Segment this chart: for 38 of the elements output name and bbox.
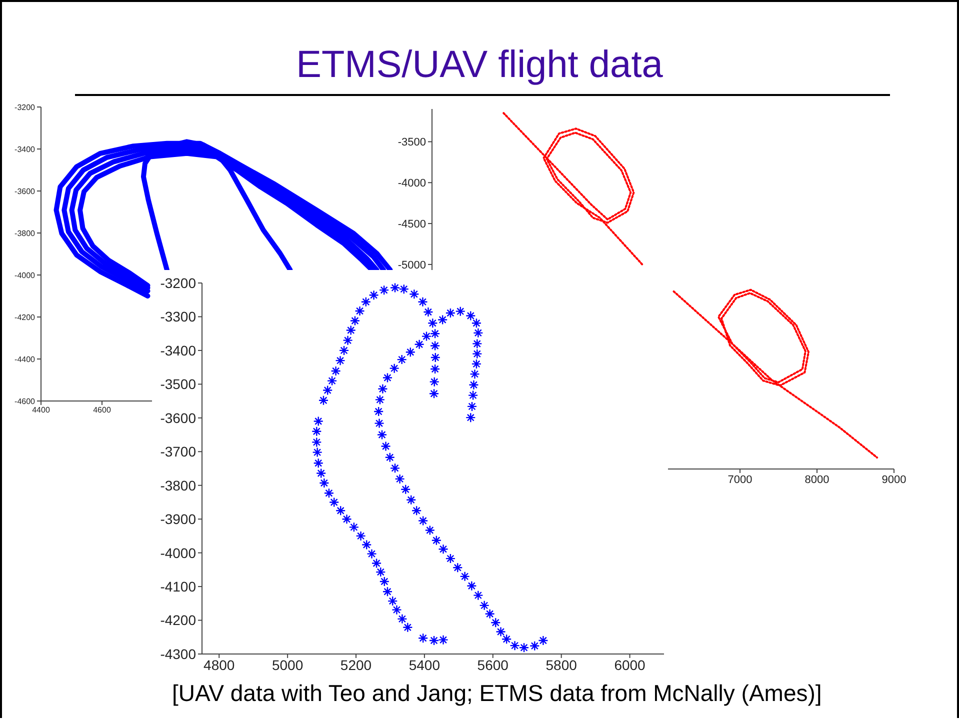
y-tick-label: -3700 xyxy=(160,444,196,460)
y-tick-label: -3900 xyxy=(160,511,196,528)
x-tick-label: 5400 xyxy=(408,656,440,673)
x-tick-label: 9000 xyxy=(882,474,906,486)
y-tick-label: -3400 xyxy=(160,342,196,358)
y-tick-label: -3200 xyxy=(160,274,196,291)
y-tick-label: -4600 xyxy=(14,396,36,406)
x-tick-label: 5800 xyxy=(546,656,578,673)
x-tick-label: 4400 xyxy=(32,406,50,415)
y-tick-label: -3800 xyxy=(14,228,36,238)
x-tick-label: 6000 xyxy=(614,656,646,673)
x-tick-label: 4600 xyxy=(93,406,112,415)
text: [UAV data with Teo and Jang; ETMS data from McNally (Ames)] xyxy=(172,680,823,707)
y-tick-label: -3500 xyxy=(398,136,426,149)
y-tick-label: -5000 xyxy=(398,259,426,272)
x-tick-label: 5000 xyxy=(272,656,304,673)
y-tick-label: -4500 xyxy=(398,218,426,230)
y-tick-label: -3400 xyxy=(14,144,36,154)
x-tick-label: 7000 xyxy=(728,474,752,486)
y-tick-label: -3300 xyxy=(160,308,196,325)
x-tick-label: 5600 xyxy=(477,656,509,673)
y-tick-label: -4000 xyxy=(398,178,426,190)
y-tick-label: -4300 xyxy=(160,646,196,662)
y-tick-label: -4400 xyxy=(14,354,36,364)
y-tick-label: -4100 xyxy=(160,578,196,595)
y-tick-label: -3600 xyxy=(14,186,36,196)
x-tick-label: 4800 xyxy=(204,656,235,673)
y-tick-label: -3500 xyxy=(160,376,196,392)
y-tick-label: -3600 xyxy=(160,410,196,426)
x-tick-label: 8000 xyxy=(804,474,830,486)
chart-title: ETMS/UAV flight data xyxy=(295,44,664,87)
y-tick-label: -4000 xyxy=(14,270,36,280)
y-tick-label: -4200 xyxy=(160,612,196,628)
y-tick-label: -3800 xyxy=(160,477,196,494)
x-tick-label: 5200 xyxy=(340,656,372,673)
y-tick-label: -3200 xyxy=(14,102,36,112)
y-tick-label: -4000 xyxy=(160,544,196,561)
y-tick-label: -4200 xyxy=(14,312,36,322)
